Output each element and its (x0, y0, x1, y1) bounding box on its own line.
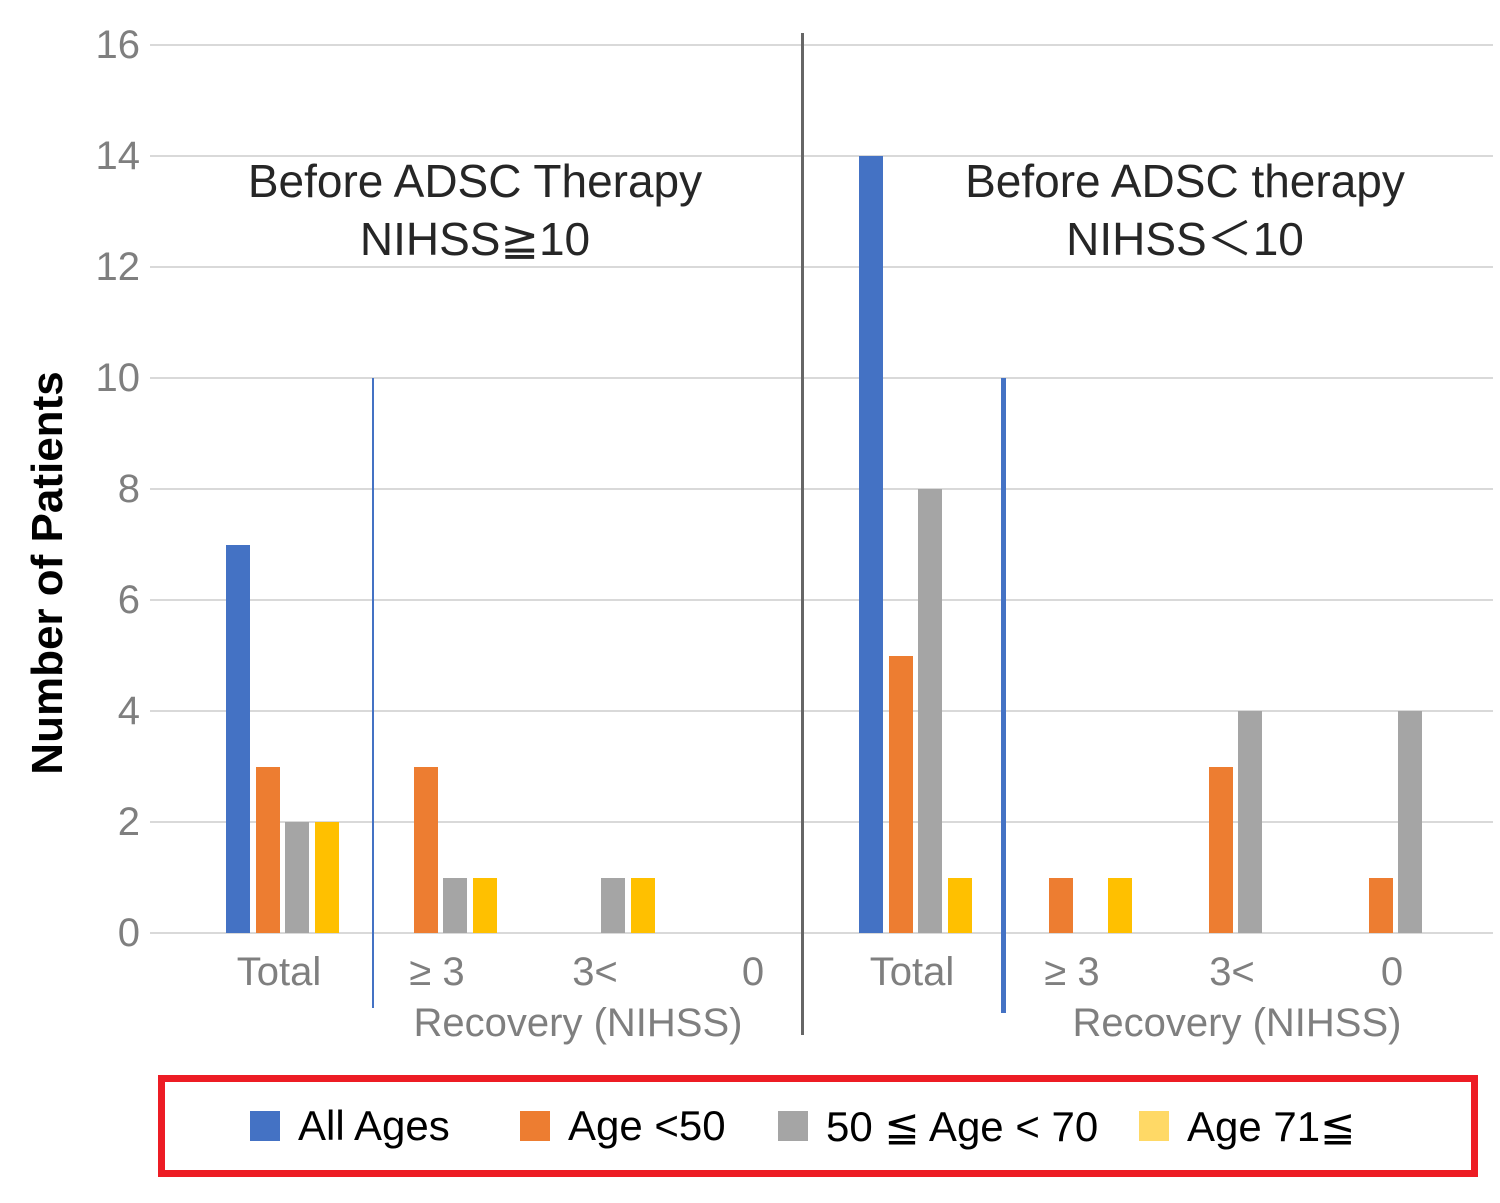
panel-title-right: Before ADSC therapy NIHSS＜10 (885, 152, 1485, 268)
bar-all-ages-total-right (859, 156, 883, 933)
bar-age-50-total-left (255, 766, 280, 933)
x-label-0-right: 0 (1380, 950, 1404, 994)
y-tick-16: 16 (95, 23, 141, 67)
legend-swatch-50-age-70 (778, 1111, 808, 1141)
x-label-3-right: ≥ 3 (1044, 950, 1100, 994)
legend: All Ages Age <50 50 ≦ Age < 70 Age 71≦ (158, 1075, 1478, 1177)
legend-label-50-age-70: 50 ≦ Age < 70 (826, 1102, 1099, 1150)
bar-age-71-total-left (314, 822, 339, 933)
x-label-total-left: Total (236, 950, 322, 994)
legend-swatch-age-50 (520, 1111, 550, 1141)
panel-title-left: Before ADSC Therapy NIHSS≧10 (175, 152, 775, 268)
gridline-0 (150, 932, 1493, 934)
legend-item-50-age-70: 50 ≦ Age < 70 (778, 1082, 1098, 1170)
bar-age-50-3-right (1208, 766, 1233, 933)
legend-label-age-50: Age <50 (568, 1102, 726, 1149)
x-label-3-right: 3< (1209, 950, 1255, 994)
bar-all-ages-total-left (226, 544, 250, 933)
x-label-3-left: ≥ 3 (409, 950, 465, 994)
gridline-10 (150, 377, 1493, 379)
bar-50-age-70-total-left (285, 822, 309, 933)
gridline-4 (150, 710, 1493, 712)
bar-50-age-70-3-right (1238, 711, 1262, 933)
bar-age-50-0-right (1368, 877, 1393, 933)
bar-50-age-70-total-right (918, 489, 942, 933)
x-axis-title-right: Recovery (NIHSS) (1072, 1001, 1402, 1045)
bar-50-age-70-3-left (601, 877, 625, 933)
gridline-12 (150, 266, 1493, 268)
bar-age-50-total-right (888, 655, 913, 933)
legend-item-age-71: Age 71≦ (1139, 1082, 1355, 1170)
y-tick-4: 4 (117, 689, 140, 733)
y-tick-14: 14 (95, 134, 141, 178)
panel-title-left-line1: Before ADSC Therapy (247, 155, 703, 207)
bar-50-age-70-0-right (1398, 711, 1422, 933)
panel-divider-line (801, 33, 804, 1035)
bar-age-71-3-left (472, 877, 497, 933)
legend-label-all-ages: All Ages (298, 1102, 450, 1149)
panel-title-right-line2: NIHSS＜10 (1066, 213, 1304, 265)
legend-item-all-ages: All Ages (250, 1082, 450, 1170)
gridline-2 (150, 821, 1493, 823)
y-tick-0: 0 (117, 911, 140, 955)
y-tick-12: 12 (95, 245, 141, 289)
gridline-16 (150, 44, 1493, 46)
bar-age-71-total-right (947, 877, 972, 933)
x-label-0-left: 0 (741, 950, 765, 994)
panel-title-right-line1: Before ADSC therapy (965, 155, 1405, 207)
y-tick-10: 10 (95, 356, 141, 400)
y-tick-2: 2 (117, 800, 140, 844)
x-label-3-left: 3< (572, 950, 618, 994)
bar-age-50-3-left (413, 766, 438, 933)
panel-title-left-line2: NIHSS≧10 (359, 213, 591, 265)
bar-50-age-70-3-left (443, 877, 467, 933)
legend-swatch-all-ages (250, 1111, 280, 1141)
bar-age-71-3-left (630, 877, 655, 933)
bar-age-50-3-right (1048, 877, 1073, 933)
legend-item-age-50: Age <50 (520, 1082, 726, 1170)
gridline-8 (150, 488, 1493, 490)
x-axis-title-left: Recovery (NIHSS) (413, 1001, 743, 1045)
y-tick-6: 6 (117, 578, 140, 622)
legend-label-age-71: Age 71≦ (1187, 1102, 1356, 1150)
threshold-line-right (1001, 378, 1006, 1013)
x-label-total-right: Total (869, 950, 955, 994)
legend-swatch-age-71 (1139, 1111, 1169, 1141)
gridline-14 (150, 155, 1493, 157)
bar-age-71-3-right (1107, 877, 1132, 933)
y-tick-8: 8 (117, 467, 140, 511)
threshold-line-left (372, 378, 374, 1008)
gridline-6 (150, 599, 1493, 601)
